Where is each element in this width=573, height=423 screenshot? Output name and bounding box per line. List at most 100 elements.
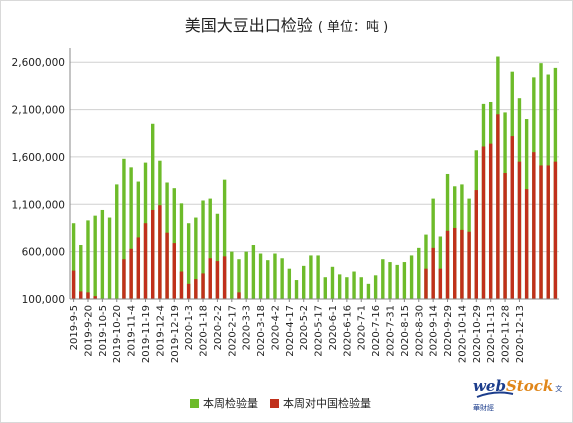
bar-china	[179, 271, 184, 299]
bar-total	[345, 277, 349, 299]
bar-china	[237, 292, 241, 299]
y-tick-label: 2,100,000	[12, 105, 65, 117]
bar-total	[366, 283, 371, 299]
bar-china	[553, 161, 558, 299]
x-tick-label: 2020-10-14	[457, 305, 468, 363]
y-tick-label: 1,600,000	[12, 152, 65, 164]
x-tick-label: 2020-6-16	[342, 305, 353, 357]
bar-total	[100, 209, 105, 299]
x-tick-label: 2020-9-29	[443, 305, 454, 357]
bar-china	[129, 248, 133, 299]
chart-title: 美国大豆出口检验 ( 单位：吨 )	[0, 12, 573, 36]
bar-total	[323, 277, 327, 299]
bar-china	[438, 268, 443, 299]
legend-swatch-china	[270, 398, 279, 408]
x-tick-label: 2019-9-20	[83, 305, 94, 357]
bar-total	[352, 271, 356, 299]
bar-total	[438, 236, 443, 299]
legend-item-total: 本周检验量	[190, 395, 258, 411]
x-tick-label: 2020-7-16	[371, 305, 382, 357]
bar-china	[481, 146, 486, 299]
logo-text-stock: Stock	[505, 377, 554, 395]
chart-title-unit: ( 单位：吨 )	[317, 20, 389, 35]
bar-china	[445, 230, 450, 299]
bar-total	[373, 275, 378, 299]
y-tick-label: 100,000	[22, 294, 65, 306]
bar-china	[488, 143, 493, 299]
legend-item-china: 本周对中国检验量	[270, 395, 371, 411]
bar-china	[122, 259, 126, 299]
bar-total	[194, 217, 198, 299]
y-tick-label: 600,000	[22, 247, 65, 259]
bar-china	[496, 114, 500, 300]
x-tick-label: 2019-12-19	[170, 305, 181, 363]
x-tick-label: 2020-5-17	[314, 305, 325, 357]
bar-total	[93, 215, 97, 299]
bar-total	[251, 245, 256, 299]
webstock-logo: webStock 文華財經	[473, 376, 563, 412]
x-tick-label: 2019-10-20	[112, 305, 123, 363]
bar-total	[237, 259, 241, 299]
y-tick-labels: 100,000 600,000 1,100,000 1,600,000 2,100,00…	[12, 57, 65, 306]
bar-china	[474, 190, 479, 299]
bar-total	[409, 255, 414, 299]
bar-china	[71, 270, 76, 299]
bar-total	[122, 158, 126, 299]
logo-swoosh-icon	[476, 391, 514, 398]
bar-china	[143, 223, 148, 299]
bar-china	[186, 283, 191, 299]
bar-china	[431, 247, 435, 299]
x-tick-label: 2020-3-18	[256, 305, 267, 357]
x-tick-label: 2020-11-28	[501, 305, 512, 363]
bar-total	[395, 264, 399, 299]
bar-total	[388, 262, 392, 299]
x-tick-label: 2020-1-18	[199, 305, 210, 357]
x-tick-label: 2020-2-2	[213, 305, 224, 350]
legend-swatch-total	[190, 398, 199, 408]
bar-total	[417, 247, 421, 299]
x-tick-label: 2020-12-13	[515, 305, 526, 363]
bar-china	[194, 279, 198, 299]
bar-china	[539, 165, 543, 299]
y-tick-label: 1,100,000	[12, 199, 65, 211]
bar-total	[201, 200, 205, 299]
x-tick-label: 2019-12-4	[155, 305, 166, 357]
x-tick-label: 2020-7-1	[357, 305, 368, 350]
x-tick-label: 2019-10-5	[98, 305, 109, 357]
bar-china	[165, 232, 169, 299]
bar-china	[503, 173, 507, 299]
bar-china	[524, 189, 529, 299]
x-tick-label: 2020-8-15	[400, 305, 411, 357]
x-tick-label: 2020-6-1	[328, 305, 339, 350]
bar-total	[230, 251, 234, 299]
bar-china	[172, 243, 176, 299]
bar-total	[309, 255, 313, 299]
bar-total	[424, 234, 428, 299]
gridlines	[70, 61, 559, 300]
bar-total	[381, 259, 385, 299]
x-tick-labels: 2019-9-5 2019-9-20 2019-10-5 2019-10-20 2019…	[69, 305, 526, 363]
bar-total	[273, 253, 277, 299]
bar-china	[460, 229, 464, 299]
bar-total	[79, 245, 83, 299]
x-tick-label: 2020-11-13	[486, 305, 497, 363]
x-tick-label: 2020-4-2	[270, 305, 281, 350]
x-tick-label: 2020-10-29	[472, 305, 483, 363]
x-tick-label: 2020-5-2	[299, 305, 310, 350]
bar-total	[244, 251, 248, 299]
bar-total	[359, 277, 363, 299]
bar-total	[266, 260, 270, 299]
x-tick-label: 2019-9-5	[69, 305, 80, 350]
bar-total	[402, 262, 407, 299]
bar-china	[532, 152, 536, 299]
legend: 本周检验量 本周对中国检验量	[190, 395, 383, 411]
bar-total	[115, 184, 119, 299]
x-tick-label: 2020-2-17	[227, 305, 238, 357]
bar-china	[546, 165, 550, 299]
x-tick-label: 2020-1-3	[184, 305, 195, 350]
bar-china	[424, 268, 428, 299]
x-tick-label: 2020-7-31	[386, 305, 397, 357]
bar-china	[510, 136, 514, 299]
bar-china	[158, 205, 162, 299]
